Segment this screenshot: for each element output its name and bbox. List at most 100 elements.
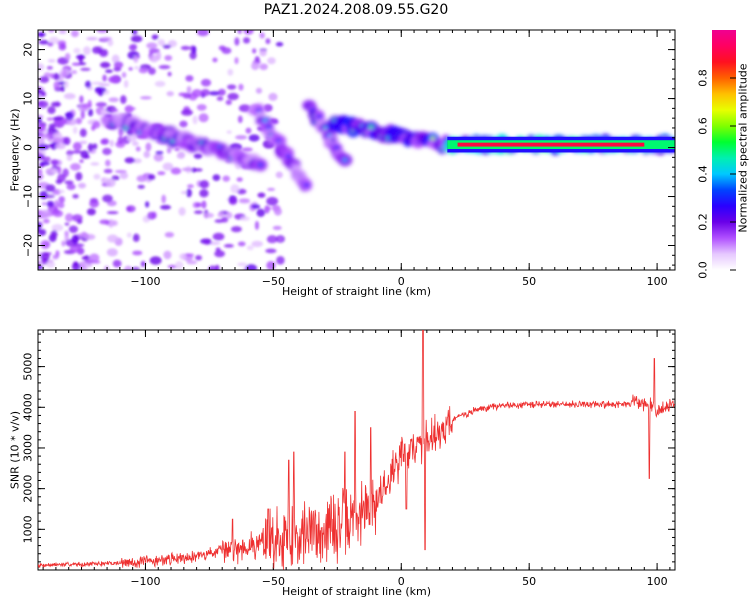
spectrogram-cell [50,101,61,107]
spectrogram-cell [118,128,124,137]
snr-series-line [38,330,675,570]
spectrogram-cell [68,225,79,233]
spectrogram-cell [203,212,215,218]
spectrogram-cell [131,30,138,35]
spectrogram-cell [135,146,141,152]
spec-x-tick-label: 100 [647,275,668,288]
spectrogram-cell [117,136,124,145]
spectrogram-cell [238,83,244,91]
spectrogram-cell [251,61,260,71]
spec-y-tick-label: 0 [22,144,35,151]
spectrogram-cell [72,141,82,151]
spectrogram-cell [91,260,101,264]
spectrogram-cell [80,150,89,159]
spectrogram-cell [333,145,340,150]
spectrogram-cell [71,150,83,154]
spectrogram-cell [80,67,91,71]
spectrogram-cell [58,196,65,204]
spectrogram-cell [251,240,264,248]
spectrogram-cell [75,117,83,125]
spectrogram-cell [78,55,83,63]
spec-y-axis-label: Frequency (Hz) [9,109,22,192]
spectrogram-cell [41,202,47,206]
spectrogram-cell [101,138,110,145]
spectrogram-cell [145,142,152,152]
spectrogram-cell [48,123,56,130]
spectrogram-cell [166,91,174,97]
spectrogram-cell [57,202,65,209]
spectrogram-cell [73,47,81,54]
spectrogram-cell [225,99,232,106]
spectrogram-cell [185,75,194,82]
colorbar-tick-label: 0.2 [697,213,710,231]
spectrogram-cell [187,184,194,189]
spectrogram-cell [245,264,258,270]
spectrogram-cell [131,267,140,270]
spectrogram-cell [112,259,122,268]
spec-y-tick-label: −20 [22,234,35,257]
spectrogram-cell [162,44,172,49]
spectrogram-cell [140,96,152,100]
spectrogram-cell [120,95,127,104]
spectrogram-cell [46,200,54,208]
spectrogram-cell [101,37,113,41]
spectrogram-cell [272,225,282,230]
spectrogram-cell [47,42,54,47]
spectrogram-cell [51,224,64,232]
spectrogram-cell [72,194,79,199]
spectrogram-cell [109,139,114,147]
spectrogram-cell [107,234,119,243]
spectrogram-cell [79,261,86,269]
spectrogram-cell [50,142,58,150]
spectrogram-cell [111,108,119,113]
spectrogram-cell [273,207,282,216]
spectrogram-cell [217,212,225,218]
spectrogram-cell [199,180,210,189]
spectrogram-cell [195,255,202,261]
spec-x-tick-label: −50 [262,275,285,288]
spectrogram-cell [46,117,54,121]
spectrogram-cell [38,143,50,151]
spectrogram-cell [216,96,224,101]
snr-x-axis-label: Height of straight line (km) [282,585,431,598]
spectrogram-cell [75,171,83,181]
spectrogram-cell [162,162,174,171]
spectrogram-cell [226,130,232,134]
spectrogram-cell [79,95,84,104]
spectrogram-cell [66,150,74,156]
spectrogram-cell [248,134,260,142]
spec-frame [37,29,676,271]
spectrogram-cell [221,216,229,223]
spectrogram-cell [178,207,186,216]
spectrogram-cell [148,48,160,54]
spectrogram-cell [174,147,180,152]
spectrogram-cell [197,30,209,37]
spectrogram-cell [110,220,119,227]
spectrogram-cell [153,153,164,162]
spectrogram-cell [237,115,243,124]
spectrogram-cell [145,201,150,208]
spectrogram-cell [236,177,243,182]
spectrogram-cell [58,30,67,34]
spectrogram-cell [161,194,166,204]
spectrogram-cell [251,204,261,209]
spectrogram-cell [285,154,292,159]
snr-y-tick-label: 1000 [22,515,35,543]
spectrogram-cell [180,45,191,51]
spectrogram-cell [235,135,248,140]
spectrogram-cell [140,260,146,267]
spectrogram-cell [38,32,46,37]
spectrogram-cell [119,172,129,180]
spectrogram-cell [199,189,209,198]
spectrogram-cell [66,154,73,161]
spectrogram-cell [151,34,159,40]
spec-y-tick-label: 10 [22,92,35,106]
spectrogram-cell [132,250,143,256]
spectrogram-cell [108,76,120,84]
spectrogram-cell [223,244,234,248]
spectrogram-cell [50,159,59,165]
spectrogram-cell [147,174,156,181]
snr-x-tick-label: 100 [647,575,668,588]
spectrogram-cell [86,36,98,41]
